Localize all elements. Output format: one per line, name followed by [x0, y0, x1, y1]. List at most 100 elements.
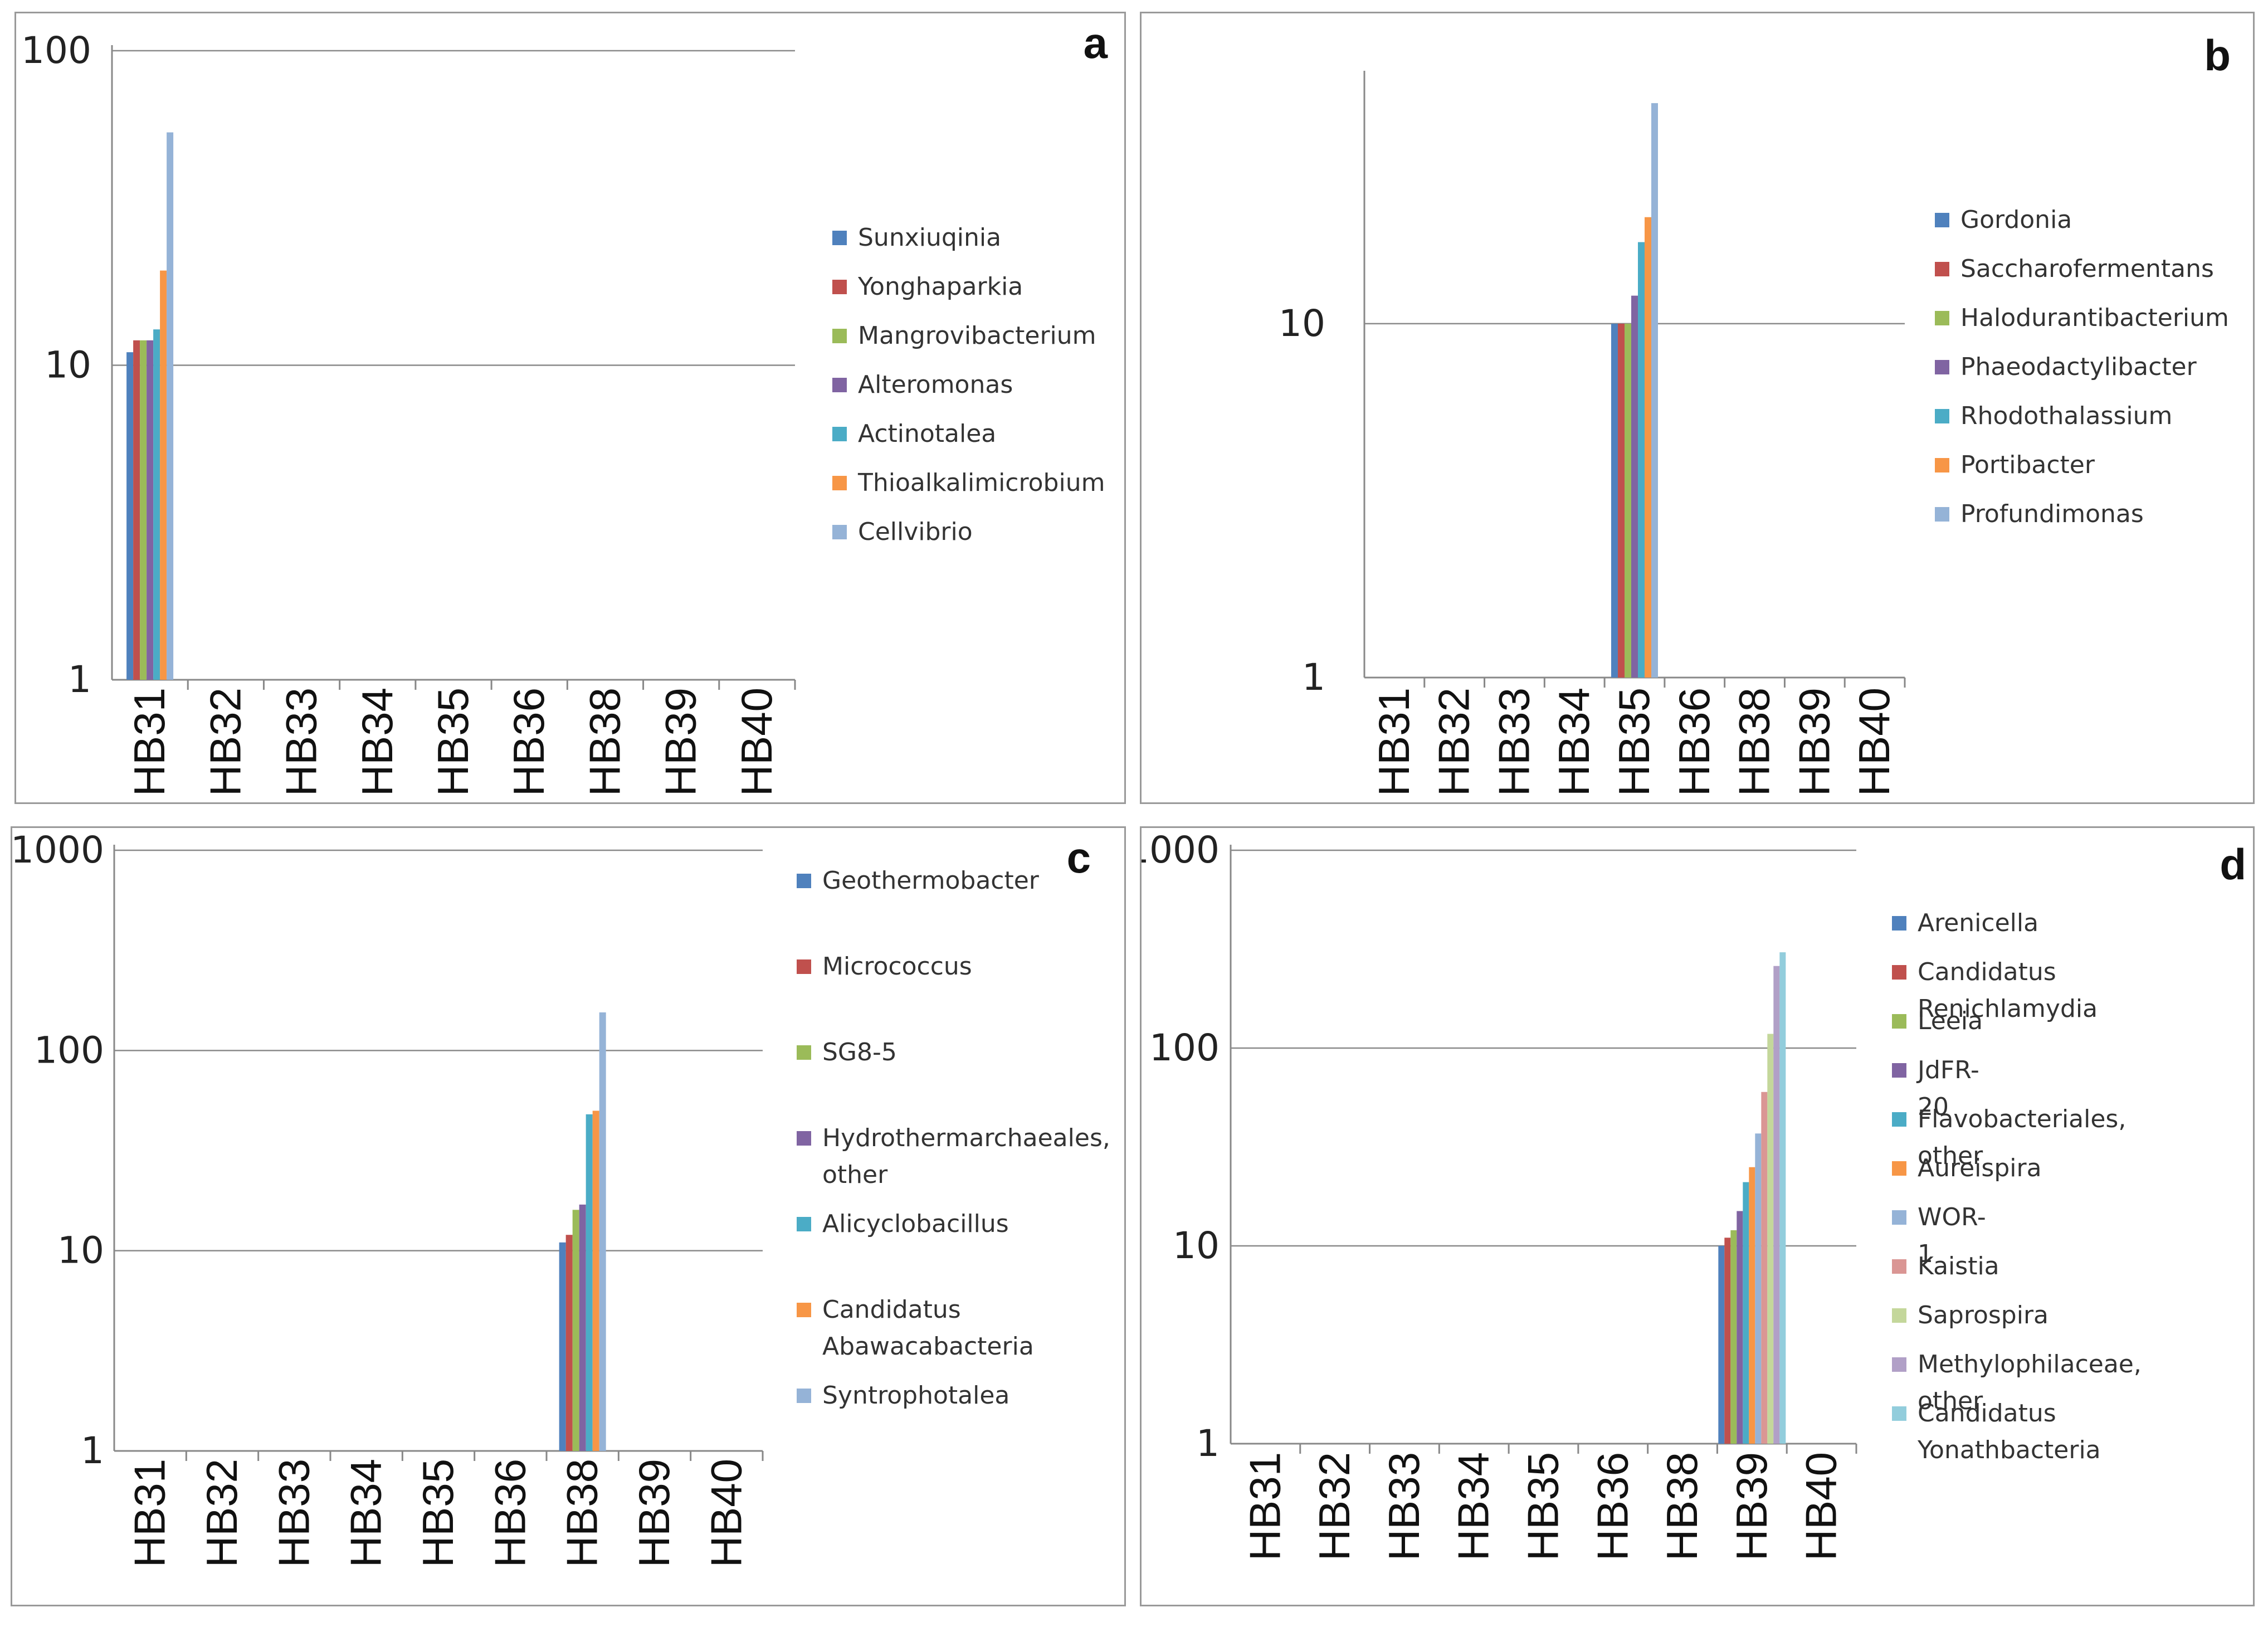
bar-c: [592, 1110, 599, 1451]
x-tick-label-c: HB35: [413, 1459, 462, 1567]
bar-a: [160, 270, 167, 680]
bar-c: [565, 1235, 573, 1451]
bar-b: [1611, 323, 1618, 678]
legend-swatch-d: [1892, 1308, 1906, 1323]
legend-swatch-d: [1892, 1161, 1906, 1176]
legend-label-c: Micrococcus: [822, 952, 972, 981]
legend-swatch-b: [1935, 458, 1949, 472]
legend-label-d: Methylophilaceae, other: [1918, 1350, 2142, 1415]
legend-label-d: WOR-1: [1918, 1203, 1986, 1268]
x-tick-label-d: HB38: [1657, 1452, 1706, 1561]
x-tick-label-c: HB40: [701, 1459, 750, 1567]
x-tick-label-d: HB33: [1379, 1452, 1428, 1561]
bar-b: [1631, 295, 1638, 678]
x-tick-label-d: HB39: [1727, 1452, 1776, 1561]
legend-swatch-b: [1935, 213, 1949, 227]
x-tick-label-a: HB36: [504, 688, 553, 796]
bar-d: [1773, 966, 1780, 1444]
x-tick-label-a: HB31: [125, 688, 174, 796]
legend-swatch-d: [1892, 1259, 1906, 1274]
legend-swatch-c: [797, 1131, 811, 1146]
y-tick-label-a: 100: [21, 29, 91, 72]
legend-label-b: Saccharofermentans: [1960, 255, 2214, 283]
bar-d: [1724, 1238, 1731, 1444]
legend-label-d: Candidatus Renichlamydia: [1918, 958, 2098, 1023]
legend-label-d: Leeia: [1918, 1007, 1983, 1035]
x-tick-label-d: HB36: [1588, 1452, 1637, 1561]
panel-letter-b: b: [2204, 31, 2231, 80]
legend-swatch-a: [832, 231, 847, 245]
legend-label-c: SG8-5: [822, 1038, 897, 1066]
bar-d: [1743, 1182, 1749, 1444]
panel-letter-d: d: [2220, 840, 2246, 889]
bar-a: [167, 132, 174, 680]
x-tick-label-a: HB39: [656, 688, 705, 796]
legend-label-d: Arenicella: [1918, 909, 2039, 937]
y-tick-label-c: 10: [57, 1229, 104, 1272]
legend-label-a: Actinotalea: [858, 420, 997, 448]
legend-swatch-d: [1892, 965, 1906, 980]
legend-label-a: Thioalkalimicrobium: [858, 469, 1105, 497]
y-tick-label-c: 1000: [12, 829, 104, 871]
legend-swatch-d: [1892, 1112, 1906, 1127]
bar-b: [1618, 323, 1625, 678]
legend-label-d: Flavobacteriales, other: [1918, 1105, 2126, 1170]
x-tick-label-d: HB40: [1797, 1452, 1846, 1561]
chart-c: 1 10 100 1000 HB31 HB32 HB33 HB34 HB35 HB36 HB38 HB…: [12, 829, 764, 1567]
panel-a: 1 10 100 HB31 HB32 HB33 HB34 HB35 HB36 HB38 HB39 HB…: [14, 12, 1126, 804]
panel-c: 1 10 100 1000 HB31 HB32 HB33 HB34 HB35 HB36 HB38 HB…: [11, 826, 1126, 1606]
legend-label-c: Hydrothermarchaeales, other: [822, 1124, 1110, 1189]
legend-label-a: Yonghaparkia: [858, 272, 1023, 301]
legend-label-b: Phaeodactylibacter: [1960, 353, 2197, 381]
legend-swatch-a: [832, 280, 847, 294]
bar-a: [147, 340, 154, 680]
legend-label-a: Sunxiuqinia: [858, 223, 1002, 252]
x-tick-label-b: HB32: [1430, 688, 1479, 796]
panel-letter-a: a: [1083, 18, 1108, 67]
x-tick-label-c: HB34: [342, 1459, 391, 1567]
x-tick-label-b: HB35: [1609, 688, 1659, 796]
panel-letter-c: c: [1066, 833, 1091, 882]
bar-d: [1718, 1246, 1725, 1444]
y-tick-label-d: 1000: [1142, 829, 1220, 871]
legend-swatch-b: [1935, 409, 1949, 423]
legend-swatch-d: [1892, 916, 1906, 931]
legend-swatch-d: [1892, 1210, 1906, 1225]
bar-a: [133, 340, 140, 680]
legend-swatch-a: [832, 329, 847, 343]
x-tick-label-d: HB32: [1310, 1452, 1359, 1561]
chart-d: 1 10 100 1000 HB31 HB32 HB33 HB34 HB35 HB36 HB38 HB…: [1142, 829, 1857, 1561]
legend-swatch-a: [832, 525, 847, 539]
x-tick-label-c: HB33: [269, 1459, 318, 1567]
legend-label-b: Gordonia: [1960, 206, 2072, 234]
legend-swatch-c: [797, 1389, 811, 1403]
legend-label-d: JdFR-20: [1918, 1056, 1979, 1121]
bar-d: [1730, 1230, 1737, 1444]
panel-b: 1 10 HB31 HB32 HB33 HB34 HB35 HB36 HB38 HB39 HB40 …: [1140, 12, 2255, 804]
legend-label-b: Profundimonas: [1960, 500, 2144, 528]
x-tick-label-a: HB33: [277, 688, 326, 796]
bar-b: [1651, 103, 1658, 678]
x-tick-label-a: HB40: [732, 688, 781, 796]
legend-label-b: Portibacter: [1960, 451, 2095, 479]
legend-swatch-c: [797, 1217, 811, 1231]
chart-a: 1 10 100 HB31 HB32 HB33 HB34 HB35 HB36 HB38 HB39 HB…: [21, 29, 796, 796]
x-tick-label-b: HB33: [1489, 688, 1538, 796]
panel-d: 1 10 100 1000 HB31 HB32 HB33 HB34 HB35 HB36 HB38 HB…: [1140, 826, 2255, 1606]
x-tick-label-c: HB32: [197, 1459, 246, 1567]
legend-swatch-c: [797, 1303, 811, 1317]
bar-c: [586, 1114, 593, 1451]
x-tick-label-d: HB31: [1240, 1452, 1289, 1561]
x-tick-label-d: HB34: [1449, 1452, 1498, 1561]
bar-b: [1625, 323, 1631, 678]
bar-b: [1645, 217, 1651, 678]
x-tick-label-a: HB32: [201, 688, 250, 796]
legend-swatch-d: [1892, 1063, 1906, 1078]
legend-swatch-a: [832, 427, 847, 441]
x-tick-label-b: HB40: [1850, 688, 1899, 796]
x-tick-label-a: HB34: [353, 688, 402, 796]
bar-d: [1737, 1211, 1743, 1444]
bar-b: [1638, 242, 1645, 678]
bar-d: [1779, 952, 1786, 1444]
legend-label-b: Rhodothalassium: [1960, 402, 2173, 430]
